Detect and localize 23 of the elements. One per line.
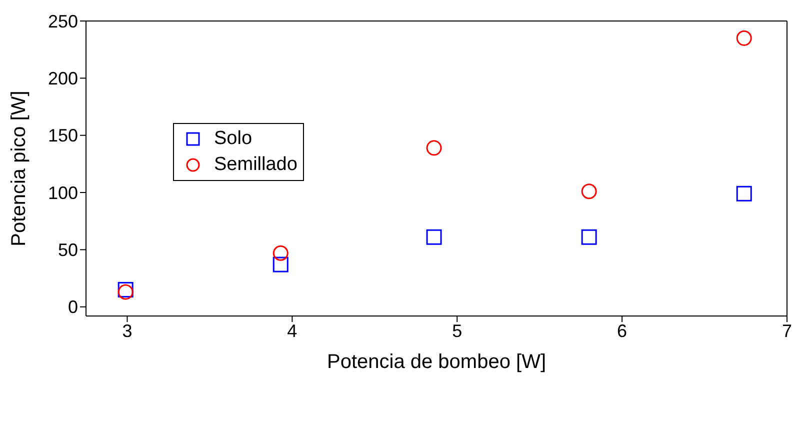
y-tick-label: 0 — [68, 297, 78, 318]
x-tick-label: 5 — [452, 320, 462, 341]
point — [426, 229, 442, 245]
y-tick-label: 50 — [58, 240, 78, 260]
y-tick-label: 100 — [48, 182, 78, 203]
y-tick-label: 150 — [48, 126, 78, 146]
point — [426, 140, 442, 156]
x-tick-label: 6 — [617, 320, 628, 341]
point — [272, 245, 288, 261]
y-tick-label: 250 — [48, 11, 78, 32]
x-tick-label: 4 — [287, 320, 298, 341]
legend-label: Semillado — [214, 154, 298, 176]
x-tick-label: 7 — [782, 320, 792, 341]
legend-label: Solo — [214, 128, 252, 150]
point — [581, 184, 597, 200]
point — [272, 256, 288, 272]
x-axis-title: Potencia de bombeo [W] — [326, 351, 546, 373]
point — [736, 30, 752, 46]
x-tick-label: 3 — [122, 320, 132, 341]
point — [736, 186, 752, 202]
y-axis-title: Potencia pico [W] — [8, 90, 30, 246]
y-tick-label: 200 — [48, 68, 78, 89]
point — [581, 229, 597, 245]
